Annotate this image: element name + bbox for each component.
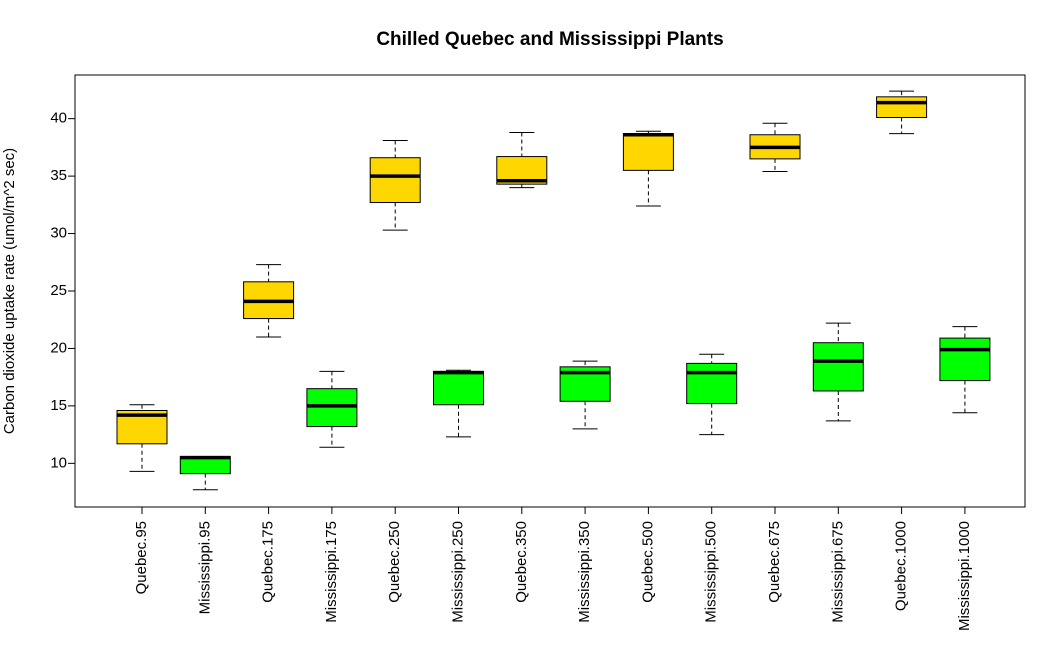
box-quebec-500 (622, 130, 674, 207)
box-mississippi-1000 (939, 326, 991, 414)
box-iqr (433, 370, 484, 406)
box-iqr (939, 337, 991, 382)
y-tick-label: 40 (50, 110, 67, 127)
box-mississippi-250 (433, 369, 484, 438)
box-mississippi-675 (812, 322, 864, 422)
x-tick-label: Mississippi.95 (196, 521, 213, 614)
x-tick-label: Quebec.1000 (893, 521, 910, 611)
x-tick-label: Quebec.350 (513, 521, 530, 603)
y-axis-label: Carbon dioxide uptake rate (umol/m^2 sec… (1, 148, 18, 434)
box-quebec-250 (369, 139, 421, 231)
y-tick-label: 10 (50, 454, 67, 471)
x-tick-label: Mississippi.1000 (956, 521, 973, 631)
x-tick-label: Quebec.500 (639, 521, 656, 603)
box-quebec-95 (116, 404, 168, 472)
box-iqr (876, 96, 928, 119)
y-axis: 10 15 20 25 30 35 40 (50, 110, 76, 471)
x-tick-label: Quebec.675 (766, 521, 783, 603)
x-tick-label: Quebec.175 (260, 521, 277, 603)
x-axis: Quebec.95 Mississippi.95 Quebec.175 Mississ… (133, 506, 973, 631)
x-tick-label: Mississippi.500 (703, 521, 720, 623)
y-tick-label: 35 (50, 167, 67, 184)
y-tick-label: 30 (50, 225, 67, 242)
box-iqr (686, 362, 738, 405)
box-mississippi-500 (686, 353, 738, 436)
boxes-group (116, 90, 991, 491)
box-quebec-350 (496, 131, 548, 189)
box-iqr (369, 157, 421, 204)
box-iqr (622, 133, 674, 171)
x-tick-label: Mississippi.675 (829, 521, 846, 623)
box-mississippi-175 (306, 370, 358, 448)
plot-frame (74, 74, 1026, 508)
x-tick-label: Quebec.95 (133, 521, 150, 594)
y-tick-label: 15 (50, 397, 67, 414)
chart-title: Chilled Quebec and Mississippi Plants (376, 29, 723, 50)
y-tick-label: 25 (50, 282, 67, 299)
box-iqr (812, 342, 864, 392)
box-mississippi-95 (179, 455, 231, 491)
y-tick-label: 20 (50, 339, 67, 356)
x-tick-label: Quebec.250 (386, 521, 403, 603)
box-quebec-175 (243, 264, 295, 338)
box-quebec-675 (749, 122, 801, 173)
x-tick-label: Mississippi.250 (449, 521, 466, 623)
x-tick-label: Mississippi.350 (576, 521, 593, 623)
box-mississippi-350 (559, 360, 611, 430)
x-tick-label: Mississippi.175 (323, 521, 340, 623)
box-quebec-1000 (876, 90, 928, 135)
